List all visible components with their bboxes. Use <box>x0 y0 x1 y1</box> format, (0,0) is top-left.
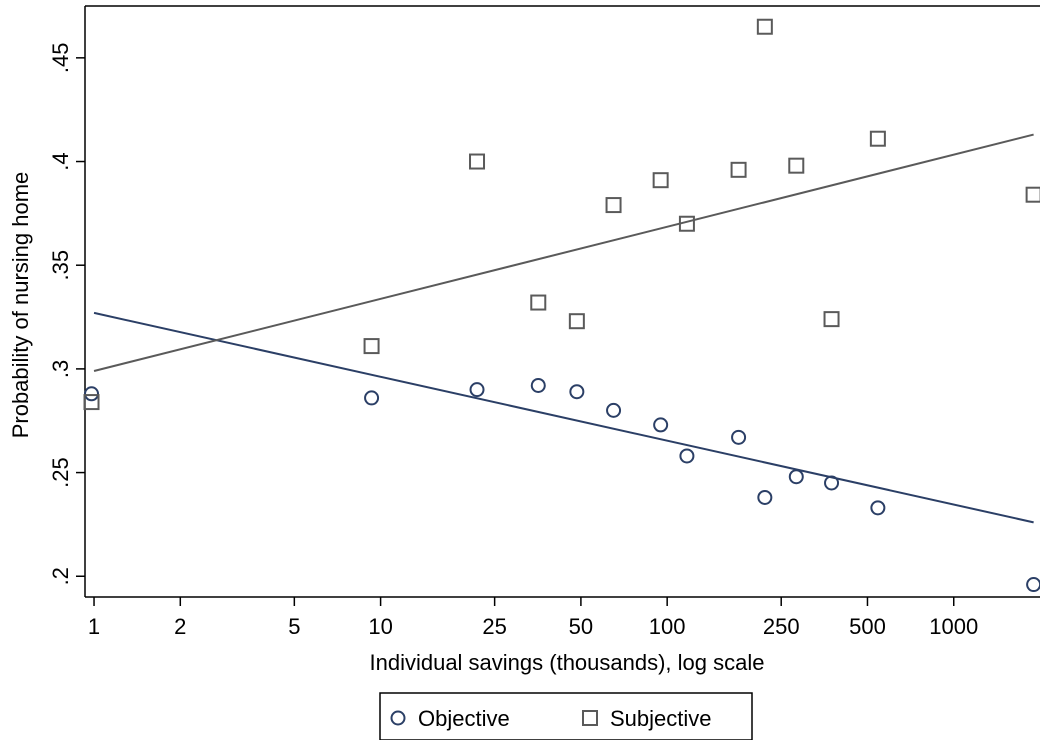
y-tick-label: .35 <box>48 250 73 281</box>
x-tick-label: 100 <box>649 614 686 639</box>
legend: Objective Subjective <box>379 692 753 740</box>
point-objective <box>469 382 485 398</box>
point-subjective <box>605 197 622 214</box>
y-tick-label: .2 <box>48 567 73 585</box>
x-tick-label: 50 <box>569 614 593 639</box>
y-axis: .2 .25 .3 .35 .4 .45 <box>48 43 85 585</box>
point-objective <box>824 475 840 491</box>
point-objective <box>731 429 747 445</box>
point-subjective <box>568 313 585 330</box>
x-tick-label: 5 <box>288 614 300 639</box>
legend-objective-label: Objective <box>418 706 510 731</box>
point-objective <box>870 500 886 516</box>
point-subjective <box>1025 186 1040 203</box>
x-tick-label: 10 <box>368 614 392 639</box>
point-objective <box>606 402 622 418</box>
point-objective <box>653 417 669 433</box>
point-objective <box>679 448 695 464</box>
point-subjective <box>678 215 695 232</box>
point-objective <box>1026 577 1040 593</box>
y-tick-label: .25 <box>48 457 73 488</box>
x-axis-title: Individual savings (thousands), log scal… <box>369 650 764 675</box>
point-subjective <box>869 130 886 147</box>
point-objective <box>757 489 773 505</box>
x-tick-label: 1 <box>88 614 100 639</box>
plot-frame <box>84 5 1040 598</box>
point-objective <box>530 377 546 393</box>
point-subjective <box>788 157 805 174</box>
y-tick-label: .4 <box>48 152 73 170</box>
legend-subjective-label: Subjective <box>610 706 712 731</box>
point-subjective <box>823 311 840 328</box>
x-axis: 1 2 5 10 25 50 100 250 500 1000 <box>88 597 978 639</box>
y-tick-label: .3 <box>48 360 73 378</box>
point-subjective <box>83 394 100 411</box>
data-markers <box>83 18 1040 593</box>
fit-line-objective <box>93 311 1034 524</box>
x-tick-label: 2 <box>174 614 186 639</box>
point-subjective <box>730 161 747 178</box>
legend-box <box>379 692 753 740</box>
point-subjective <box>530 294 547 311</box>
x-tick-label: 1000 <box>929 614 978 639</box>
point-objective <box>364 390 380 406</box>
y-axis-title: Probability of nursing home <box>8 172 33 439</box>
x-tick-label: 25 <box>482 614 506 639</box>
point-subjective <box>756 18 773 35</box>
point-objective <box>788 469 804 485</box>
point-subjective <box>469 153 486 170</box>
legend-objective-marker <box>390 710 406 726</box>
x-tick-label: 500 <box>849 614 886 639</box>
point-objective <box>84 386 100 402</box>
x-tick-label: 250 <box>763 614 800 639</box>
legend-subjective-marker <box>582 710 598 726</box>
point-objective <box>569 384 585 400</box>
fit-line-subjective <box>93 133 1034 372</box>
point-subjective <box>652 172 669 189</box>
point-subjective <box>363 338 380 355</box>
y-tick-label: .45 <box>48 43 73 74</box>
fit-lines <box>93 133 1034 524</box>
